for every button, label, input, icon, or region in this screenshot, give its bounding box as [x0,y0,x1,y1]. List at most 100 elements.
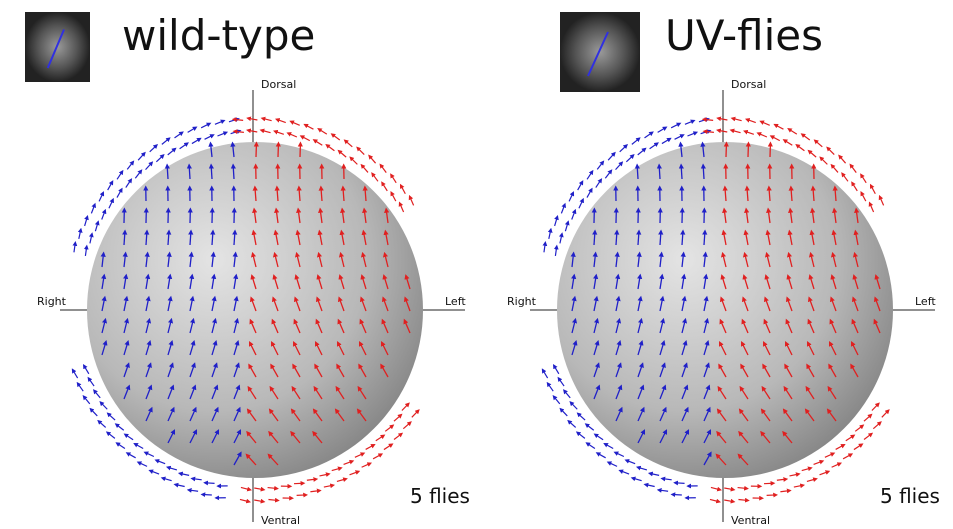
arrow-red [864,434,871,439]
arrow-blue [616,163,622,170]
arrow-red [392,193,396,201]
fly-count: 5 flies [880,484,940,508]
arrow-blue [85,217,88,226]
arrow-red [882,411,888,417]
arrow-red [268,488,277,489]
arrow-blue [167,166,168,179]
label-right: Right [37,295,67,308]
arrow-blue [608,154,614,161]
arrow-red [738,488,747,489]
arrow-red [240,499,249,501]
arrow-blue [663,479,672,480]
arrow-blue [555,217,558,226]
arrow-red [319,474,328,476]
arrow-blue [578,414,585,420]
arrow-red [268,500,277,501]
arrow-blue [638,232,639,245]
arrow-blue [78,384,83,391]
arrow-red [820,472,828,475]
arrow-red [797,145,804,150]
label-ventral: Ventral [261,514,300,527]
arrow-red [862,193,866,201]
arrow-blue [91,409,97,416]
arrow-red [351,158,357,164]
arrow-blue [108,182,112,190]
arrow-blue [211,166,212,179]
arrow-red [814,461,822,464]
arrow-red [254,488,263,490]
arrow-red [332,468,341,470]
arrow-blue [650,473,659,475]
figure: wild-typeDorsalVentralRightLeft5 fliesUV… [0,0,953,529]
arrow-blue [168,232,169,245]
arrow-blue [544,243,545,252]
arrow-blue [176,485,185,487]
arrow-red [843,455,851,459]
arrow-blue [139,463,147,467]
arrow-red [373,174,378,181]
label-dorsal: Dorsal [731,78,766,91]
arrow-blue [704,232,705,245]
arrow-blue [685,121,693,124]
arrow-red [861,175,866,183]
arrow-blue [571,403,577,410]
arrow-blue [616,453,624,457]
arrow-blue [620,146,627,152]
label-left: Left [445,295,466,308]
arrow-red [249,118,258,120]
arrow-blue [163,478,172,481]
arrow-blue [151,471,159,474]
arrow-blue [561,205,564,213]
arrow-red [412,411,418,417]
arrow-red [880,197,884,205]
arrow-red [319,129,327,134]
arrow-red [339,151,346,157]
arrow-blue [74,243,75,252]
arrow-blue [95,223,98,232]
arrow-red [780,491,789,492]
arrow-blue [189,490,198,491]
arrow-blue [108,414,115,420]
arrow-blue [188,128,196,133]
arrow-red [410,197,414,205]
arrow-red [711,487,720,489]
arrow-blue [95,391,101,398]
arrow-blue [560,235,562,244]
arrow-blue [73,370,78,378]
arrow-blue [128,453,136,457]
arrow-blue [681,166,682,179]
arrow-red [291,122,299,126]
arrow-red [785,140,793,145]
arrow-red [724,500,733,502]
arrow-blue [662,139,670,144]
arrow-red [870,204,874,212]
arrow-blue [569,193,573,201]
arrow-blue [659,166,660,179]
arrow-red [391,175,396,183]
arrow-red [373,455,381,459]
arrow-blue [596,435,604,440]
arrow-red [277,120,286,123]
arrow-blue [175,133,182,138]
arrow-blue [201,124,209,128]
arrow-blue [676,483,685,484]
arrow-blue [637,166,638,179]
arrow-blue [660,232,661,245]
arrow-red [772,136,780,140]
arrow-blue [101,403,107,410]
arrow-blue [659,490,668,491]
panel-title: wild-type [122,11,315,60]
arrow-blue [621,471,629,474]
arrow-red [855,426,862,431]
fly-count: 5 flies [410,484,470,508]
arrow-blue [206,483,215,484]
arrow-red [350,472,358,475]
arrow-red [358,148,364,154]
arrow-blue [203,495,212,496]
arrow-blue [84,366,89,374]
arrow-blue [569,421,576,427]
arrow-red [836,445,844,449]
panel: UV-fliesDorsalVentralRightLeft5 flies [507,11,940,527]
arrow-blue [102,211,105,219]
arrow-red [733,118,742,120]
